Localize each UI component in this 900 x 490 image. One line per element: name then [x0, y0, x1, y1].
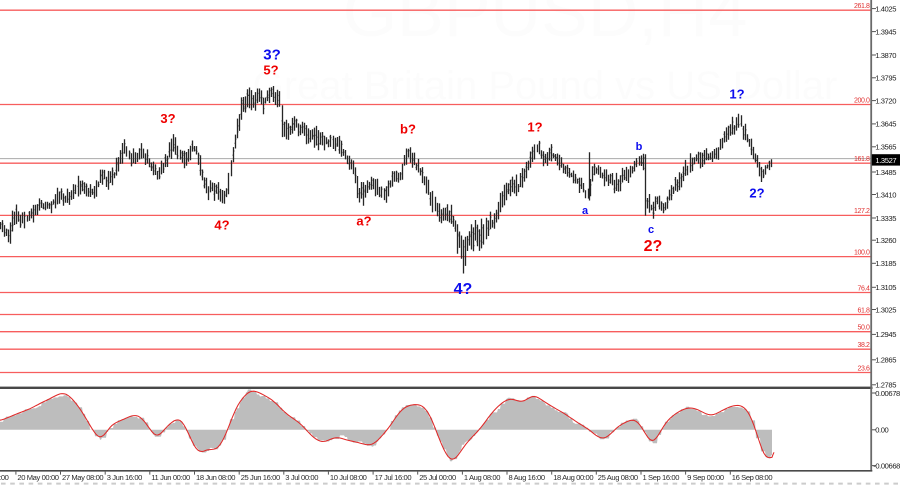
svg-text:1.3945: 1.3945 — [875, 27, 896, 36]
svg-text:1.2945: 1.2945 — [875, 330, 896, 339]
svg-text:17 Jul 16:00: 17 Jul 16:00 — [375, 473, 412, 482]
svg-text:25 Jul 00:00: 25 Jul 00:00 — [419, 473, 456, 482]
svg-text:61.8: 61.8 — [857, 307, 870, 314]
svg-text:4?: 4? — [214, 218, 229, 233]
svg-text:1.3485: 1.3485 — [875, 168, 896, 177]
svg-text:3 Jul 00:00: 3 Jul 00:00 — [285, 473, 318, 482]
svg-text:a?: a? — [356, 214, 371, 229]
svg-text:1 Aug 08:00: 1 Aug 08:00 — [464, 473, 500, 482]
svg-text:23.6: 23.6 — [857, 365, 870, 372]
svg-text:3?: 3? — [160, 111, 175, 126]
svg-text:200.0: 200.0 — [854, 97, 870, 104]
svg-text:b: b — [636, 141, 643, 153]
svg-text:10 Jul 08:00: 10 Jul 08:00 — [330, 473, 367, 482]
svg-text:38.2: 38.2 — [857, 342, 870, 349]
svg-text:1.3410: 1.3410 — [875, 190, 896, 199]
svg-text:127.2: 127.2 — [854, 208, 870, 215]
svg-text:161.8: 161.8 — [854, 156, 870, 163]
svg-text:25 Aug 08:00: 25 Aug 08:00 — [598, 473, 638, 482]
svg-text:1.3025: 1.3025 — [875, 305, 896, 314]
svg-text:1?: 1? — [527, 120, 542, 135]
svg-text:b?: b? — [400, 122, 416, 137]
svg-text:27 May 08:00: 27 May 08:00 — [62, 473, 103, 482]
svg-text:-0.00668: -0.00668 — [873, 461, 900, 470]
svg-text:1?: 1? — [729, 87, 744, 102]
svg-text:18 Jun 08:00: 18 Jun 08:00 — [196, 473, 235, 482]
svg-text:1.3185: 1.3185 — [875, 259, 896, 268]
svg-text:50.0: 50.0 — [857, 325, 870, 332]
svg-text:8 Aug 16:00: 8 Aug 16:00 — [509, 473, 545, 482]
svg-text:13 May 16:00: 13 May 16:00 — [0, 473, 9, 482]
svg-text:1.3527: 1.3527 — [875, 156, 896, 165]
svg-text:25 Jun 16:00: 25 Jun 16:00 — [241, 473, 280, 482]
svg-text:0.00678: 0.00678 — [875, 389, 900, 398]
svg-text:1.3645: 1.3645 — [875, 120, 896, 129]
svg-text:4?: 4? — [454, 281, 473, 298]
svg-text:9 Sep 00:00: 9 Sep 00:00 — [687, 473, 724, 482]
svg-text:261.8: 261.8 — [854, 3, 870, 10]
svg-text:2?: 2? — [749, 186, 764, 201]
svg-text:1.3565: 1.3565 — [875, 143, 896, 152]
svg-text:1.4025: 1.4025 — [875, 4, 896, 13]
svg-text:5?: 5? — [263, 63, 278, 78]
svg-text:1 Sep 16:00: 1 Sep 16:00 — [643, 473, 680, 482]
svg-text:1.3795: 1.3795 — [875, 74, 896, 83]
svg-text:1.3720: 1.3720 — [875, 96, 896, 105]
svg-text:76.4: 76.4 — [857, 285, 870, 292]
svg-text:11 Jun 00:00: 11 Jun 00:00 — [151, 473, 190, 482]
svg-text:Great Britain Pound vs US Doll: Great Britain Pound vs US Dollar — [253, 64, 838, 108]
svg-text:3 Jun 16:00: 3 Jun 16:00 — [107, 473, 142, 482]
svg-text:2?: 2? — [644, 238, 663, 255]
svg-text:1.3870: 1.3870 — [875, 51, 896, 60]
svg-text:GBPUSD,H4: GBPUSD,H4 — [343, 0, 748, 51]
svg-text:3?: 3? — [263, 46, 281, 63]
svg-text:1.2865: 1.2865 — [875, 356, 896, 365]
svg-text:18 Aug 00:00: 18 Aug 00:00 — [553, 473, 593, 482]
svg-text:c: c — [648, 224, 654, 236]
svg-text:1.3335: 1.3335 — [875, 214, 896, 223]
svg-text:0.00: 0.00 — [875, 426, 888, 435]
svg-text:20 May 00:00: 20 May 00:00 — [17, 473, 58, 482]
svg-text:1.3105: 1.3105 — [875, 283, 896, 292]
svg-text:1.2785: 1.2785 — [875, 381, 896, 390]
svg-text:16 Sep 08:00: 16 Sep 08:00 — [732, 473, 773, 482]
svg-text:100.0: 100.0 — [854, 249, 870, 256]
svg-text:1.3260: 1.3260 — [875, 236, 896, 245]
svg-text:a: a — [582, 205, 589, 217]
